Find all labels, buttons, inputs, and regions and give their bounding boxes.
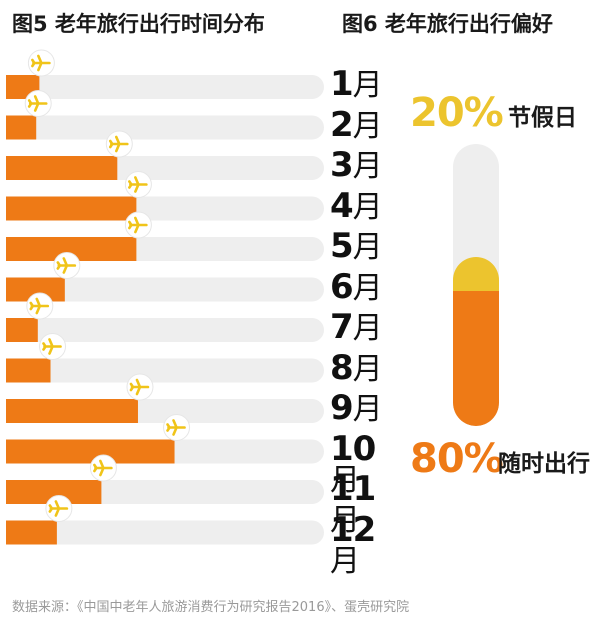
month-label: 10月 xyxy=(330,432,390,496)
bar-track xyxy=(6,277,324,302)
airplane-icon xyxy=(53,252,81,279)
month-unit: 月 xyxy=(352,149,383,184)
month-number: 5 xyxy=(330,226,354,266)
airplane-icon xyxy=(89,454,117,482)
bar-3 xyxy=(6,156,118,180)
airplane-icon xyxy=(39,333,67,360)
bar-7 xyxy=(6,318,38,342)
month-label: 4月 xyxy=(330,189,390,223)
month-unit: 月 xyxy=(352,311,383,346)
month-label: 7月 xyxy=(330,310,390,344)
month-label: 3月 xyxy=(330,148,390,182)
month-number: 12 xyxy=(330,509,376,550)
month-unit: 月 xyxy=(352,230,383,265)
airplane-icon xyxy=(124,211,152,239)
bar-track xyxy=(6,520,324,545)
month-unit: 月 xyxy=(352,351,383,387)
month-unit: 月 xyxy=(352,392,383,427)
bar-track xyxy=(6,318,324,342)
airplane-icon xyxy=(45,495,73,522)
month-label: 12月 xyxy=(330,513,390,577)
month-number: 11 xyxy=(330,469,376,509)
bar-2 xyxy=(6,115,37,140)
month-label: 1月 xyxy=(330,67,390,101)
bar-10 xyxy=(6,439,175,464)
preference-tube xyxy=(453,144,499,426)
anytime-percent: 80% xyxy=(410,436,504,482)
airplane-icon xyxy=(126,373,154,401)
holiday-fill xyxy=(453,256,499,291)
bar-8 xyxy=(6,358,51,383)
month-number: 8 xyxy=(330,347,354,388)
bar-track xyxy=(6,75,324,99)
airplane-icon xyxy=(124,171,152,198)
month-unit: 月 xyxy=(352,108,383,144)
airplane-icon xyxy=(163,414,191,441)
month-label: 8月 xyxy=(330,351,390,385)
month-number: 3 xyxy=(330,145,354,185)
month-unit: 月 xyxy=(330,462,360,498)
airplane-icon xyxy=(27,49,55,77)
month-number: 1 xyxy=(330,64,354,104)
month-label: 2月 xyxy=(330,108,390,142)
month-number: 9 xyxy=(330,388,354,428)
source-note: 数据来源：《中国中老年人旅游消费行为研究报告2016》、蛋壳研究院 xyxy=(12,600,410,615)
month-label: 11月 xyxy=(330,472,390,536)
month-number: 2 xyxy=(330,104,354,145)
month-number: 7 xyxy=(330,307,354,347)
airplane-icon xyxy=(105,130,133,158)
bar-9 xyxy=(6,399,138,423)
month-unit: 月 xyxy=(352,189,383,225)
chart6-title: 图6 老年旅行出行偏好 xyxy=(342,12,553,36)
airplane-icon xyxy=(24,90,52,117)
month-unit: 月 xyxy=(330,503,360,538)
month-label: 6月 xyxy=(330,270,390,304)
month-number: 6 xyxy=(330,266,354,307)
holiday-percent: 20% xyxy=(410,90,504,136)
bar-track xyxy=(6,115,324,140)
bar-12 xyxy=(6,520,57,545)
month-unit: 月 xyxy=(330,543,360,579)
holiday-label: 节假日 xyxy=(508,105,577,131)
month-distribution-chart xyxy=(6,49,324,545)
anytime-label: 随时出行 xyxy=(498,451,590,477)
airplane-icon xyxy=(26,292,54,320)
month-label: 5月 xyxy=(330,229,390,263)
month-unit: 月 xyxy=(352,270,383,306)
month-number: 4 xyxy=(330,185,354,226)
chart5-title: 图5 老年旅行出行时间分布 xyxy=(12,12,265,36)
month-unit: 月 xyxy=(352,68,383,103)
bar-4 xyxy=(6,196,137,221)
bar-track xyxy=(6,358,324,383)
anytime-fill xyxy=(453,290,499,426)
month-label: 9月 xyxy=(330,391,390,425)
month-number: 10 xyxy=(330,428,376,469)
